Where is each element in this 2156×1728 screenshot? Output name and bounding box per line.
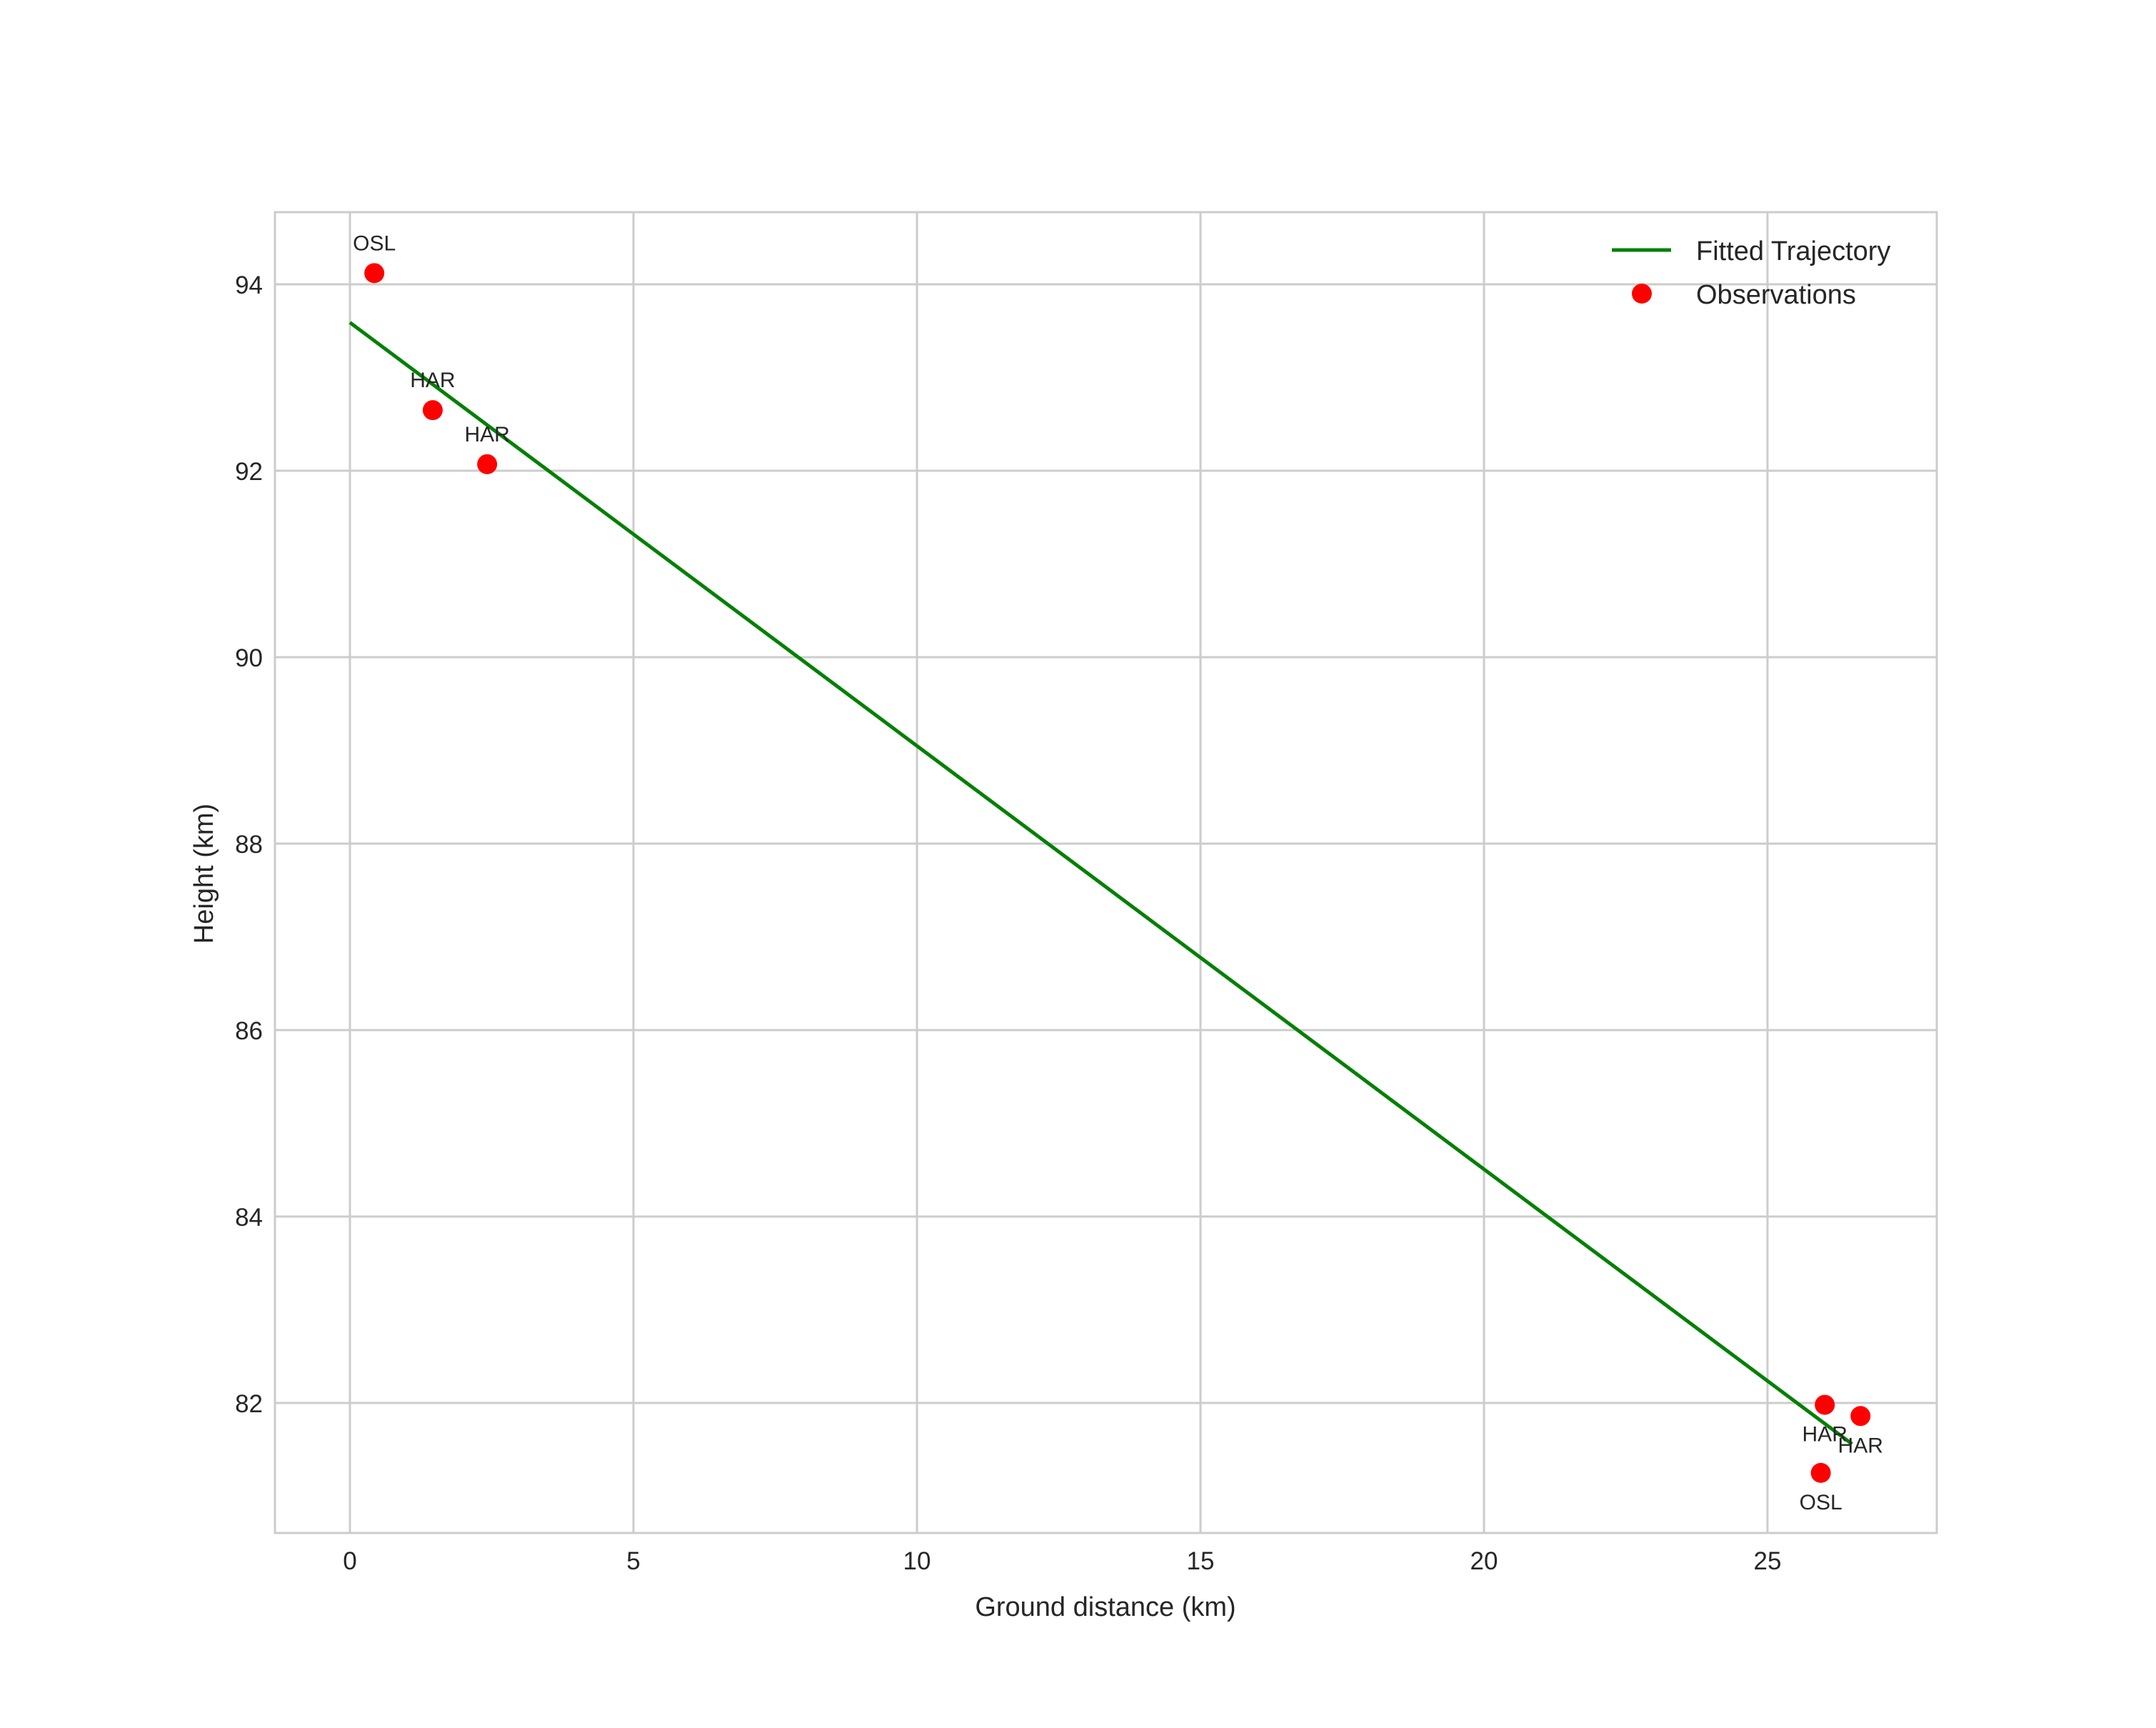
station-label: OSL	[353, 231, 396, 255]
y-tick-label: 88	[235, 831, 263, 859]
legend-label-observations: Observations	[1696, 280, 1856, 310]
y-axis-label: Height (km)	[189, 804, 219, 944]
observation-point	[1815, 1394, 1835, 1415]
x-tick-label: 25	[1754, 1547, 1782, 1575]
axes-frame	[274, 211, 1938, 1534]
observation-points	[364, 263, 1871, 1483]
y-tick-label: 84	[235, 1204, 263, 1232]
y-tick-label: 92	[235, 458, 263, 486]
axes-background	[275, 212, 1937, 1533]
observation-point	[477, 454, 498, 474]
station-label: HAR	[464, 423, 509, 446]
x-tick-labels: 0 5 10 15 20 25	[343, 1547, 1781, 1575]
x-tick-label: 20	[1470, 1547, 1498, 1575]
grid-lines	[275, 212, 1937, 1533]
observation-point	[1850, 1406, 1871, 1427]
y-tick-label: 90	[235, 644, 263, 672]
observation-point	[364, 263, 385, 284]
station-label: OSL	[1800, 1491, 1842, 1514]
trajectory-line	[349, 321, 1853, 1446]
legend-marker-icon	[1632, 284, 1652, 304]
station-label: HAR	[1802, 1423, 1847, 1447]
legend: Fitted Trajectory Observations	[1612, 236, 1890, 310]
x-axis-label: Ground distance (km)	[975, 1592, 1235, 1622]
x-tick-label: 0	[343, 1547, 356, 1575]
x-tick-label: 10	[903, 1547, 931, 1575]
x-tick-label: 15	[1187, 1547, 1215, 1575]
y-tick-label: 86	[235, 1017, 263, 1045]
observation-point	[422, 400, 443, 421]
observation-point	[1810, 1462, 1831, 1483]
y-tick-label: 94	[235, 271, 263, 299]
station-label: HAR	[1838, 1434, 1883, 1457]
legend-label-fitted-trajectory: Fitted Trajectory	[1696, 236, 1890, 266]
station-label: HAR	[410, 369, 455, 392]
fitted-trajectory-line	[349, 321, 1853, 1446]
y-tick-labels: 82 84 86 88 90 92 94	[235, 271, 263, 1418]
x-tick-label: 5	[626, 1547, 640, 1575]
y-tick-label: 82	[235, 1390, 263, 1418]
